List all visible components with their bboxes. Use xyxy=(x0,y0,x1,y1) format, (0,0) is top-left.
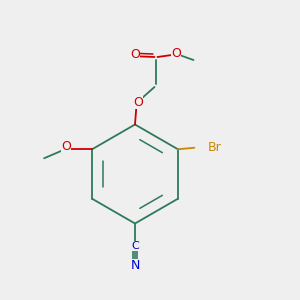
Text: O: O xyxy=(61,140,71,153)
Text: O: O xyxy=(172,47,181,60)
Text: C: C xyxy=(131,241,139,251)
Text: N: N xyxy=(130,259,140,272)
Text: O: O xyxy=(133,95,143,109)
Text: Br: Br xyxy=(208,141,222,154)
Text: O: O xyxy=(130,48,140,61)
